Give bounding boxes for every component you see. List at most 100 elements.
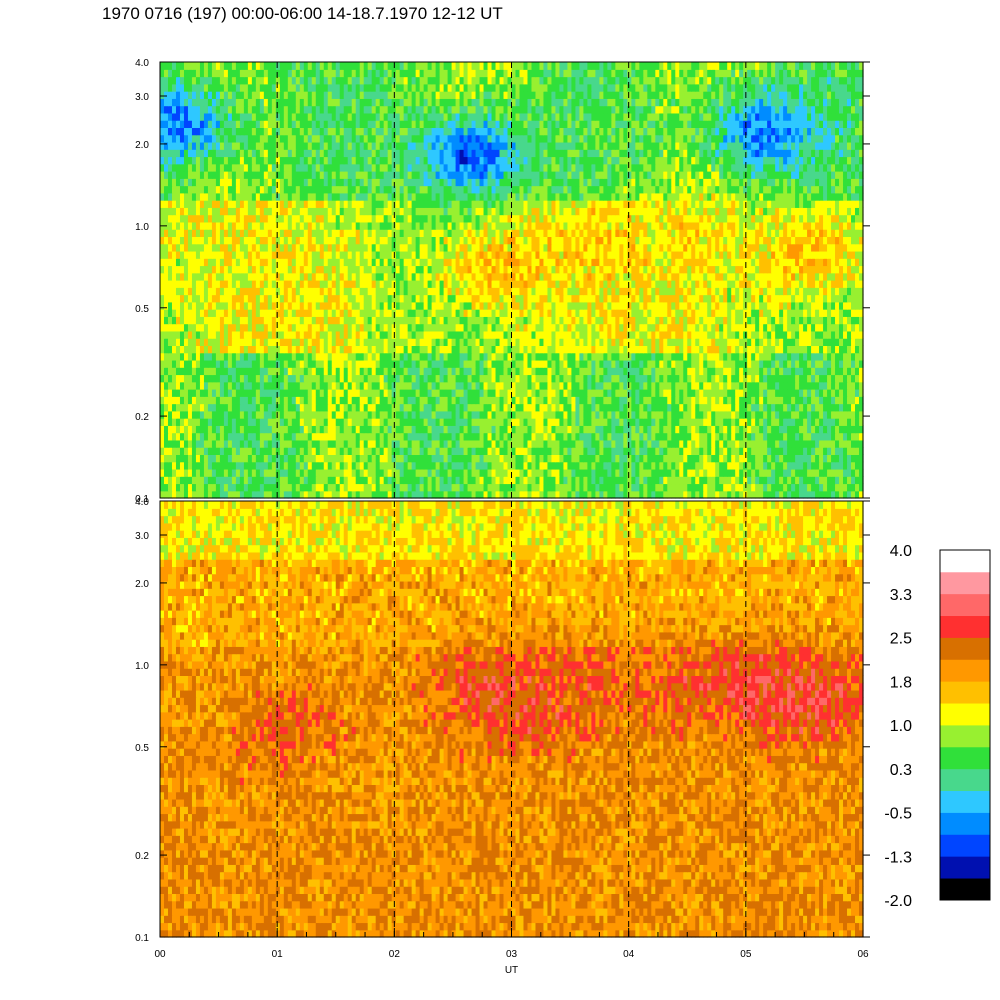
heatmap-cell [396, 483, 401, 491]
heatmap-cell [755, 483, 760, 491]
heatmap-cell [795, 374, 800, 382]
heatmap-cell [240, 454, 245, 462]
heatmap-cell [635, 491, 640, 499]
heatmap-cell [559, 404, 564, 412]
heatmap-cell [703, 331, 708, 339]
heatmap-cell [220, 491, 225, 499]
heatmap-cell [543, 396, 548, 404]
heatmap-cell [356, 425, 361, 433]
heatmap-cell [587, 331, 592, 339]
heatmap-cell [831, 374, 836, 382]
heatmap-cell [575, 454, 580, 462]
heatmap-cell [408, 404, 413, 412]
heatmap-cell [192, 404, 197, 412]
heatmap-cell [212, 476, 217, 484]
heatmap-cell [711, 338, 716, 346]
heatmap-cell [647, 295, 652, 303]
heatmap-cell [272, 440, 277, 448]
heatmap-cell [775, 418, 780, 426]
heatmap-cell [496, 367, 501, 375]
heatmap-cell [212, 433, 217, 441]
heatmap-cell [224, 396, 229, 404]
heatmap-cell [755, 324, 760, 332]
heatmap-cell [515, 382, 520, 390]
heatmap-cell [432, 316, 437, 324]
heatmap-cell [807, 433, 812, 441]
heatmap-cell [727, 491, 732, 499]
heatmap-cell [208, 476, 213, 484]
heatmap-cell [160, 316, 165, 324]
heatmap-cell [176, 418, 181, 426]
heatmap-cell [348, 287, 353, 295]
heatmap-cell [228, 287, 233, 295]
heatmap-cell [619, 353, 624, 361]
heatmap-cell [192, 396, 197, 404]
heatmap-cell [324, 389, 329, 397]
heatmap-cell [691, 338, 696, 346]
heatmap-cell [268, 367, 273, 375]
heatmap-cell [208, 404, 213, 412]
heatmap-cell [240, 440, 245, 448]
heatmap-cell [172, 389, 177, 397]
heatmap-cell [376, 396, 381, 404]
heatmap-cell [611, 331, 616, 339]
heatmap-cell [420, 462, 425, 470]
heatmap-cell [212, 331, 217, 339]
heatmap-cell [843, 389, 848, 397]
heatmap-cell [280, 440, 285, 448]
heatmap-cell [496, 316, 501, 324]
heatmap-cell [248, 425, 253, 433]
heatmap-cell [851, 331, 856, 339]
heatmap-cell [555, 469, 560, 477]
heatmap-cell [332, 316, 337, 324]
heatmap-cell [480, 389, 485, 397]
heatmap-cell [352, 404, 357, 412]
heatmap-cell [783, 396, 788, 404]
heatmap-cell [747, 309, 752, 317]
heatmap-cell [220, 382, 225, 390]
heatmap-cell [260, 309, 265, 317]
heatmap-cell [739, 411, 744, 419]
heatmap-cell [639, 425, 644, 433]
heatmap-cell [675, 302, 680, 310]
heatmap-cell [663, 360, 668, 368]
heatmap-cell [264, 316, 269, 324]
heatmap-cell [655, 331, 660, 339]
heatmap-cell [819, 476, 824, 484]
heatmap-cell [535, 433, 540, 441]
heatmap-cell [791, 345, 796, 353]
heatmap-cell [424, 302, 429, 310]
heatmap-cell [332, 382, 337, 390]
heatmap-cell [220, 447, 225, 455]
heatmap-cell [595, 440, 600, 448]
heatmap-cell [224, 462, 229, 470]
heatmap-cell [839, 331, 844, 339]
heatmap-cell [595, 418, 600, 426]
heatmap-cell [308, 338, 313, 346]
heatmap-cell [539, 454, 544, 462]
heatmap-cell [280, 309, 285, 317]
heatmap-cell [396, 367, 401, 375]
heatmap-cell [512, 404, 517, 412]
heatmap-cell [779, 367, 784, 375]
heatmap-cell [404, 462, 409, 470]
heatmap-cell [807, 440, 812, 448]
heatmap-cell [180, 287, 185, 295]
heatmap-cell [555, 483, 560, 491]
heatmap-cell [851, 425, 856, 433]
heatmap-cell [280, 367, 285, 375]
heatmap-cell [555, 338, 560, 346]
heatmap-cell [619, 411, 624, 419]
heatmap-cell [200, 295, 205, 303]
heatmap-cell [240, 287, 245, 295]
heatmap-cell [380, 491, 385, 499]
heatmap-cell [739, 404, 744, 412]
heatmap-cell [563, 309, 568, 317]
heatmap-cell [500, 447, 505, 455]
heatmap-cell [444, 353, 449, 361]
heatmap-cell [647, 440, 652, 448]
heatmap-cell [284, 404, 289, 412]
heatmap-cell [587, 454, 592, 462]
heatmap-cell [807, 454, 812, 462]
heatmap-cell [256, 440, 261, 448]
